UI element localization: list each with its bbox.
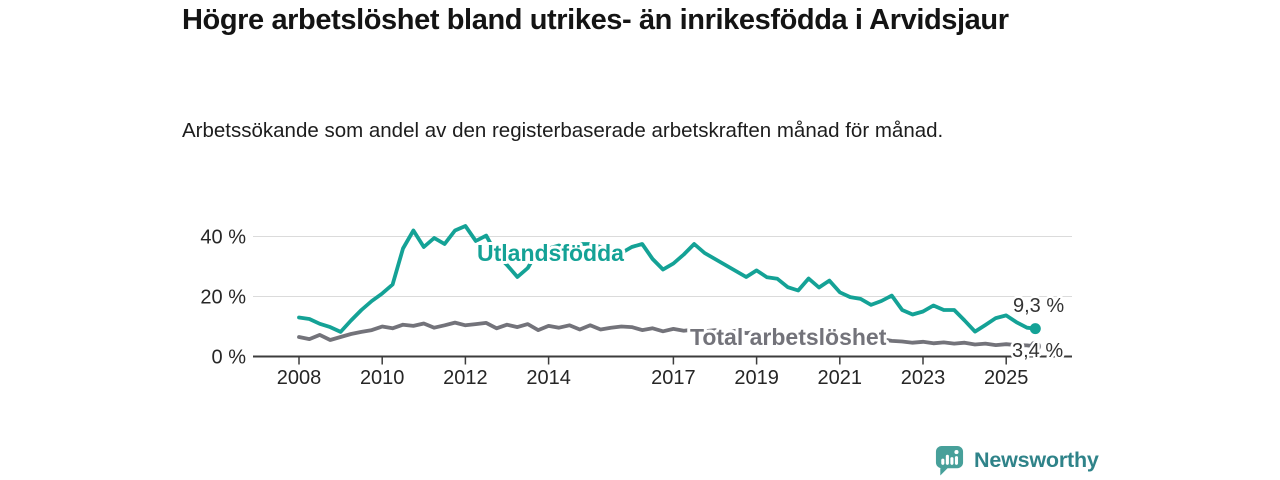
series-lines [297, 224, 1038, 349]
series-end-dots [1029, 323, 1041, 352]
series-label-total-arbetsloshet: Total arbetslöshet [690, 324, 887, 350]
x-tick-label: 2023 [901, 367, 946, 389]
y-tick-label: 40 % [200, 227, 246, 249]
brand-footer: Newsworthy [934, 443, 1099, 477]
x-tick-label: 2014 [526, 367, 571, 389]
series-end-dot-1 [1029, 340, 1041, 352]
x-tick-label: 2010 [360, 367, 405, 389]
end-value-total-arbetsloshet: 3,4 % [1012, 340, 1063, 362]
x-tick-label: 2008 [277, 367, 322, 389]
x-axis-labels: 2008 2010 2012 2014 2017 2019 2021 2023 2025 [277, 367, 1029, 389]
x-tick-label: 2012 [443, 367, 488, 389]
x-tick-label: 2021 [818, 367, 863, 389]
x-tick-label: 2017 [651, 367, 696, 389]
line-chart: 0 % 20 % 40 % 2008 2010 2012 2014 2017 2019 2021… [200, 224, 1072, 389]
brand-name: Newsworthy [974, 447, 1099, 472]
series-label-utlandsfodda: Utlandsfödda [477, 240, 624, 266]
y-tick-label: 0 % [212, 347, 247, 369]
y-axis-labels: 0 % 20 % 40 % [200, 227, 246, 369]
chart-subtitle: Arbetssökande som andel av den registerb… [182, 119, 944, 142]
end-value-utlandsfodda: 9,3 % [1013, 295, 1064, 317]
logo-speech-bubble [935, 445, 964, 476]
series-end-dot-0 [1029, 323, 1041, 335]
logo-bar-chart-glyph [941, 449, 959, 465]
x-tick-label: 2019 [734, 367, 779, 389]
gridlines [253, 236, 1072, 297]
newsworthy-logo-icon [935, 445, 964, 476]
x-axis [253, 355, 1072, 365]
chart-title: Högre arbetslöshet bland utrikes- än inr… [182, 4, 1009, 36]
series-line-1 [297, 320, 1038, 349]
series-line-0 [297, 224, 1038, 334]
x-tick-label: 2025 [984, 367, 1029, 389]
y-tick-label: 20 % [200, 287, 246, 309]
